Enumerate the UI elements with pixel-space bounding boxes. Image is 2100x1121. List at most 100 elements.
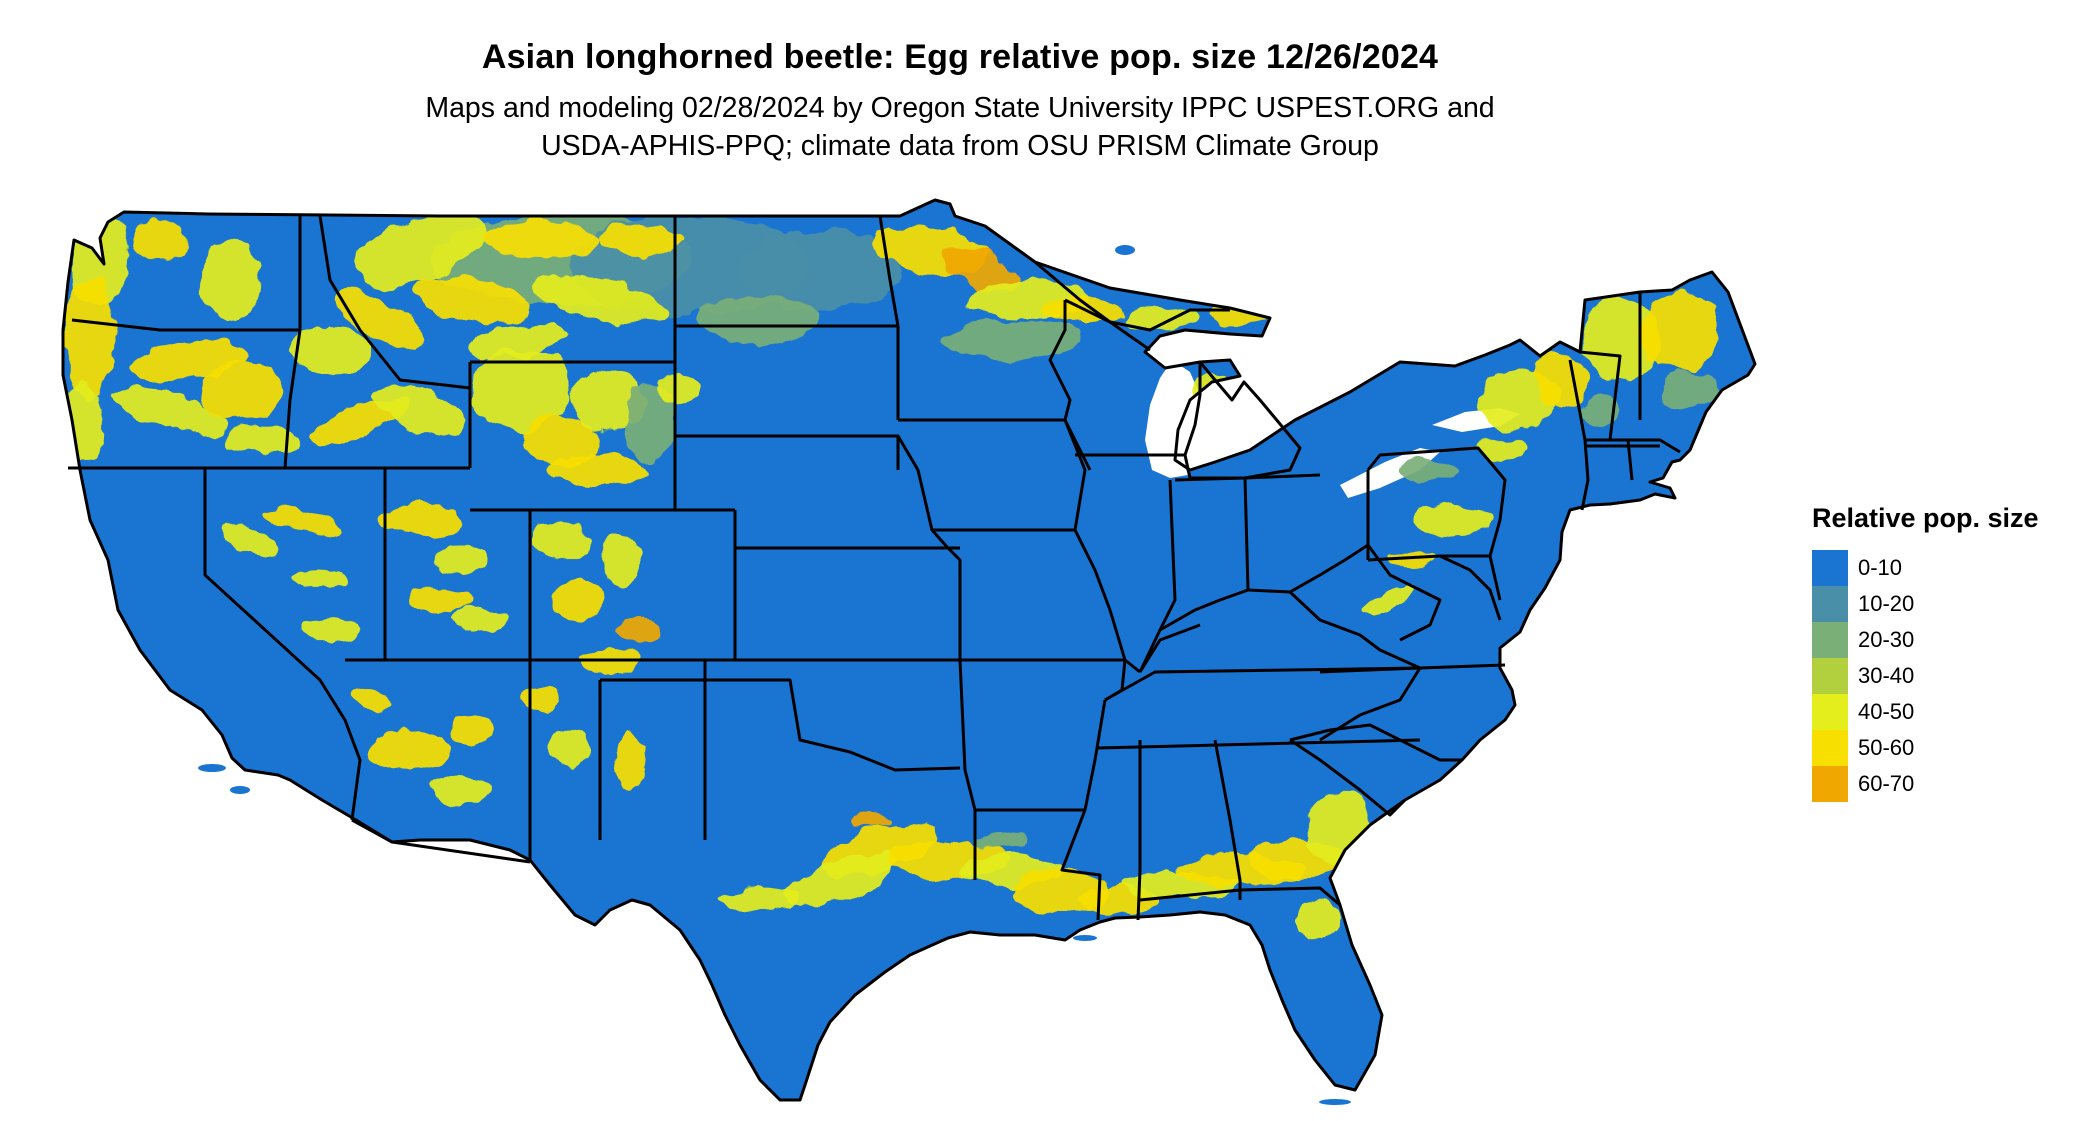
border-nj-de [1488,555,1502,601]
border-id-mt [318,215,471,390]
border-wa-or [71,318,300,332]
population-patch [470,322,570,358]
legend-swatch [1812,550,1848,586]
border-az-mx [351,818,531,864]
population-patch [783,852,897,908]
legend-swatch [1812,586,1848,622]
population-patch [260,507,340,533]
legend-label: 20-30 [1858,627,1915,652]
border-al-fl [1139,886,1341,907]
border-nc-sc [1289,723,1462,762]
population-patch [450,714,490,746]
population-patch [430,776,490,804]
border-tn-ms-al [1097,738,1421,750]
border-ma-ct-ri [1585,438,1681,454]
coastal-islands [198,245,1351,1105]
legend-item: 40-50 [1812,694,2092,730]
michigan-upper-peninsula [1034,260,1230,332]
border-pa-nj [1488,461,1507,557]
population-patch [1415,506,1495,534]
population-patch [380,505,460,535]
legend-items: 0-10 10-20 20-30 30-40 40-50 50-60 60-70 [1812,550,2092,802]
population-patch [520,688,560,712]
legend-swatch [1812,766,1848,802]
map-legend: Relative pop. size 0-10 10-20 20-30 30-4… [1812,503,2092,802]
population-patch [290,325,370,375]
population-patch [530,520,590,560]
population-patch [555,580,605,620]
border-ga-sc [1289,738,1407,817]
michigan-lower-peninsula [1183,360,1302,480]
border-ky-tn [1104,666,1421,702]
population-patch [290,570,350,590]
population-patch [1390,552,1430,568]
legend-title: Relative pop. size [1812,503,2039,533]
legend-item: 10-20 [1812,586,2092,622]
border-ky-wv-va [1288,590,1421,670]
border-in-ky [1159,588,1249,632]
population-patch [220,426,300,454]
legend-item: 0-10 [1812,550,2092,586]
population-patch [372,384,468,436]
population-patch [1660,370,1720,410]
legend-item: 20-30 [1812,622,2092,658]
population-patch [455,608,505,632]
population-patch [480,222,600,258]
border-ca-nv [203,468,362,821]
border-ok-ar [958,659,967,771]
population-patch [410,275,530,325]
border-ok-tx [600,678,961,772]
population-patch [940,322,1080,358]
border-oh-wv-ky [1247,543,1369,594]
population-patch [616,730,644,790]
lake-erie [1340,448,1440,498]
population-patch [430,548,490,572]
population-patch [200,240,260,320]
border-il-mo [1073,529,1141,674]
population-patch [600,535,640,585]
legend-label: 0-10 [1858,555,1903,580]
population-patch [350,690,390,710]
population-patch [370,732,450,768]
population-patch [200,360,280,420]
border-vt-nh [1579,350,1622,441]
map-subtitle-line-1: Maps and modeling 02/28/2024 by Oregon S… [425,92,1495,124]
map-title: Asian longhorned beetle: Egg relative po… [481,38,1439,76]
population-patch [130,220,190,260]
legend-item: 50-60 [1812,730,2092,766]
population-patch [1535,350,1585,410]
population-patch [1640,290,1720,370]
border-md-va [1439,554,1502,621]
border-in-oh [1243,477,1250,591]
population-patch [625,380,675,460]
lake-huron [1230,335,1275,434]
population-patch [620,616,660,644]
population-patch [1480,440,1530,460]
lake-michigan [1145,360,1200,478]
border-nd-mn [878,215,900,327]
legend-swatch [1812,658,1848,694]
population-patch [700,295,820,345]
population-patch [941,248,1019,292]
population-patch [410,585,470,615]
population-patch [111,388,229,432]
population-patch [470,350,570,430]
population-patch [740,230,900,310]
border-ia-il [1063,419,1087,531]
legend-swatch [1812,622,1848,658]
border-ar-ms-tn [1083,699,1107,811]
population-patch [1400,460,1460,480]
border-va-nc [1319,663,1506,674]
population-patch [530,276,670,324]
border-or-id [283,329,302,469]
border-ne-ia-mo [896,435,950,549]
population-patch [1300,900,1340,940]
border-il-in [1138,479,1177,673]
population-patch [520,415,600,465]
border-wi-mi-up [1064,298,1151,352]
legend-item: 30-40 [1812,658,2092,694]
population-patch [335,290,425,350]
population-patch [1363,582,1417,618]
